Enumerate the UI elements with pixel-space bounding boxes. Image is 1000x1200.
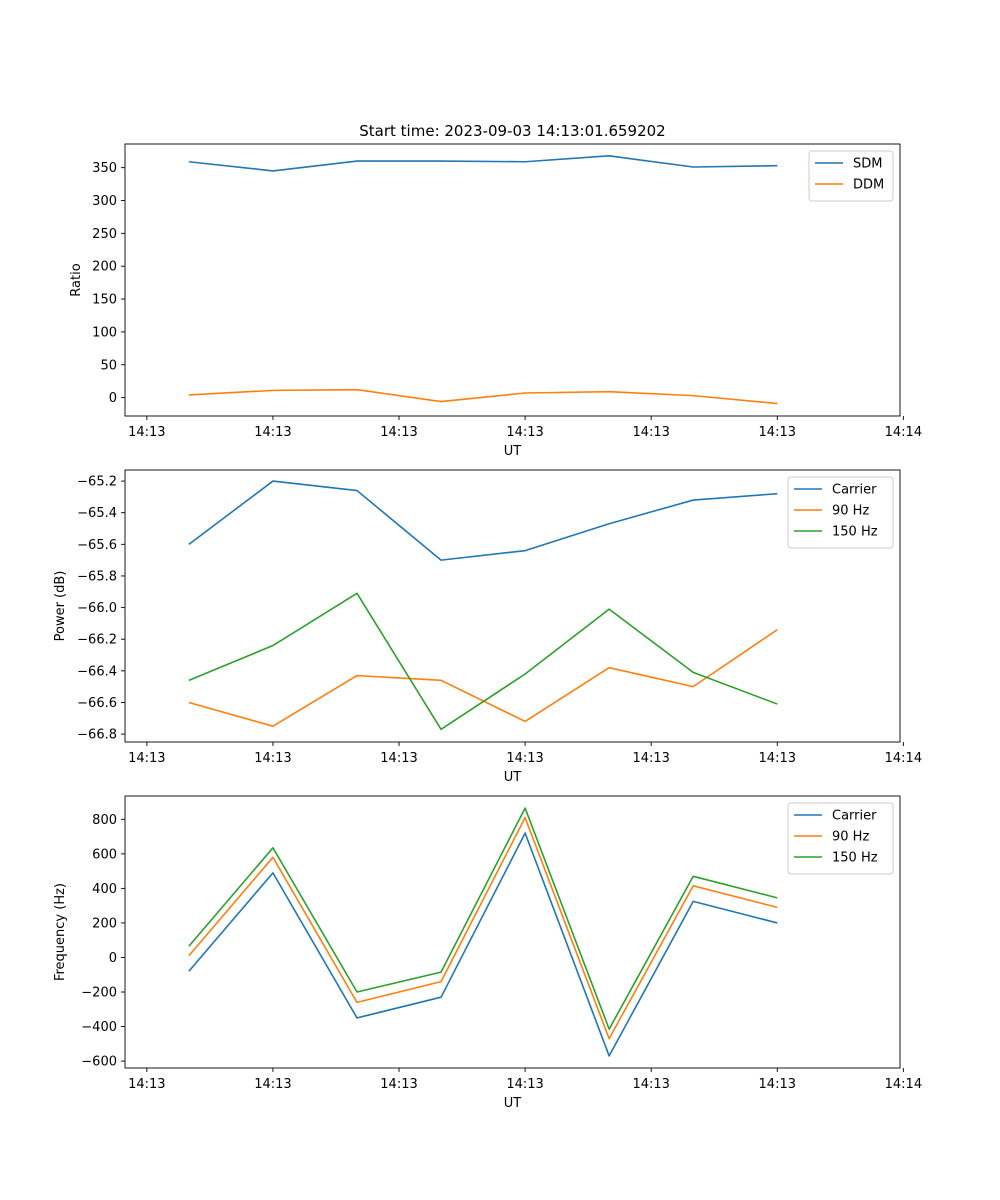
x-tick-label: 14:13: [632, 751, 669, 766]
x-tick-label: 14:14: [885, 751, 922, 766]
y-tick-label: 200: [92, 916, 117, 931]
y-tick-label: −66.4: [77, 664, 117, 679]
y-tick-label: 800: [92, 813, 117, 828]
x-tick-label: 14:13: [380, 751, 417, 766]
legend-label: 150 Hz: [832, 851, 878, 866]
y-axis-label: Ratio: [69, 263, 84, 296]
y-tick-label: −65.4: [77, 506, 117, 521]
x-tick-label: 14:13: [506, 1077, 543, 1092]
y-tick-label: −200: [81, 986, 117, 1001]
axes-frame: [124, 143, 901, 417]
x-axis-label: UT: [504, 1096, 522, 1111]
x-tick-label: 14:13: [506, 425, 543, 440]
x-tick-label: 14:13: [759, 425, 796, 440]
series-line-carrier: [188, 480, 778, 561]
legend-label: Carrier: [832, 483, 877, 498]
y-tick-label: 250: [92, 227, 117, 242]
chart-panel-2: 14:13 14:13 14:13 14:13 14:13 14:13 14:14 −66.8…: [53, 469, 922, 785]
y-axis-label: Power (dB): [53, 571, 68, 642]
x-tick-label: 14:13: [254, 1077, 291, 1092]
x-tick-label: 14:13: [128, 751, 165, 766]
x-tick-label: 14:14: [885, 425, 922, 440]
y-tick-label: 400: [92, 882, 117, 897]
y-axis-label: Frequency (Hz): [53, 883, 68, 981]
legend: Carrier 90 Hz 150 Hz: [787, 476, 894, 549]
axes-frame: [124, 469, 901, 743]
chart-panel-1: 14:13 14:13 14:13 14:13 14:13 14:13 14:14 0 50 10…: [69, 143, 922, 459]
figure-title: Start time: 2023-09-03 14:13:01.659202: [359, 122, 665, 140]
x-tick-label: 14:13: [759, 1077, 796, 1092]
x-axis-label: UT: [504, 444, 522, 459]
legend-label: 150 Hz: [832, 525, 878, 540]
x-tick-label: 14:13: [380, 425, 417, 440]
legend-label: 90 Hz: [832, 504, 869, 519]
y-tick-label: −600: [81, 1055, 117, 1070]
x-tick-label: 14:13: [632, 1077, 669, 1092]
x-tick-label: 14:13: [380, 1077, 417, 1092]
y-tick-label: 600: [92, 847, 117, 862]
x-tick-label: 14:14: [885, 1077, 922, 1092]
y-tick-label: 300: [92, 194, 117, 209]
series-line-90-hz: [188, 816, 778, 1040]
y-tick-label: 50: [100, 358, 117, 373]
y-tick-label: −400: [81, 1020, 117, 1035]
x-tick-label: 14:13: [128, 425, 165, 440]
x-tick-label: 14:13: [759, 751, 796, 766]
chart-panel-3: 14:13 14:13 14:13 14:13 14:13 14:13 14:14 −600 −…: [53, 795, 922, 1111]
x-axis-label: UT: [504, 770, 522, 785]
y-tick-label: −65.6: [77, 538, 117, 553]
y-tick-label: −66.8: [77, 728, 117, 743]
legend-label: Carrier: [832, 809, 877, 824]
x-tick-label: 14:13: [254, 751, 291, 766]
y-tick-label: 350: [92, 161, 117, 176]
legend-label: 90 Hz: [832, 830, 869, 845]
series-line-150-hz: [188, 807, 778, 1030]
y-tick-label: 0: [109, 391, 117, 406]
series-line-sdm: [188, 155, 778, 172]
x-tick-label: 14:13: [506, 751, 543, 766]
y-tick-label: 100: [92, 325, 117, 340]
series-line-150-hz: [188, 592, 778, 731]
x-tick-label: 14:13: [128, 1077, 165, 1092]
series-line-carrier: [188, 832, 778, 1057]
legend-label: SDM: [853, 157, 882, 172]
y-tick-label: −66.0: [77, 601, 117, 616]
legend-label: DDM: [853, 178, 884, 193]
series-line-ddm: [188, 388, 778, 405]
y-tick-label: 200: [92, 260, 117, 275]
y-tick-label: 150: [92, 293, 117, 308]
x-tick-label: 14:13: [632, 425, 669, 440]
y-tick-label: −65.8: [77, 569, 117, 584]
y-tick-label: −66.6: [77, 696, 117, 711]
y-tick-label: −66.2: [77, 633, 117, 648]
x-tick-label: 14:13: [254, 425, 291, 440]
y-tick-label: 0: [109, 951, 117, 966]
y-tick-label: −65.2: [77, 475, 117, 490]
legend: SDM DDM: [808, 150, 894, 202]
axes-frame: [124, 795, 901, 1069]
legend: Carrier 90 Hz 150 Hz: [787, 802, 894, 875]
